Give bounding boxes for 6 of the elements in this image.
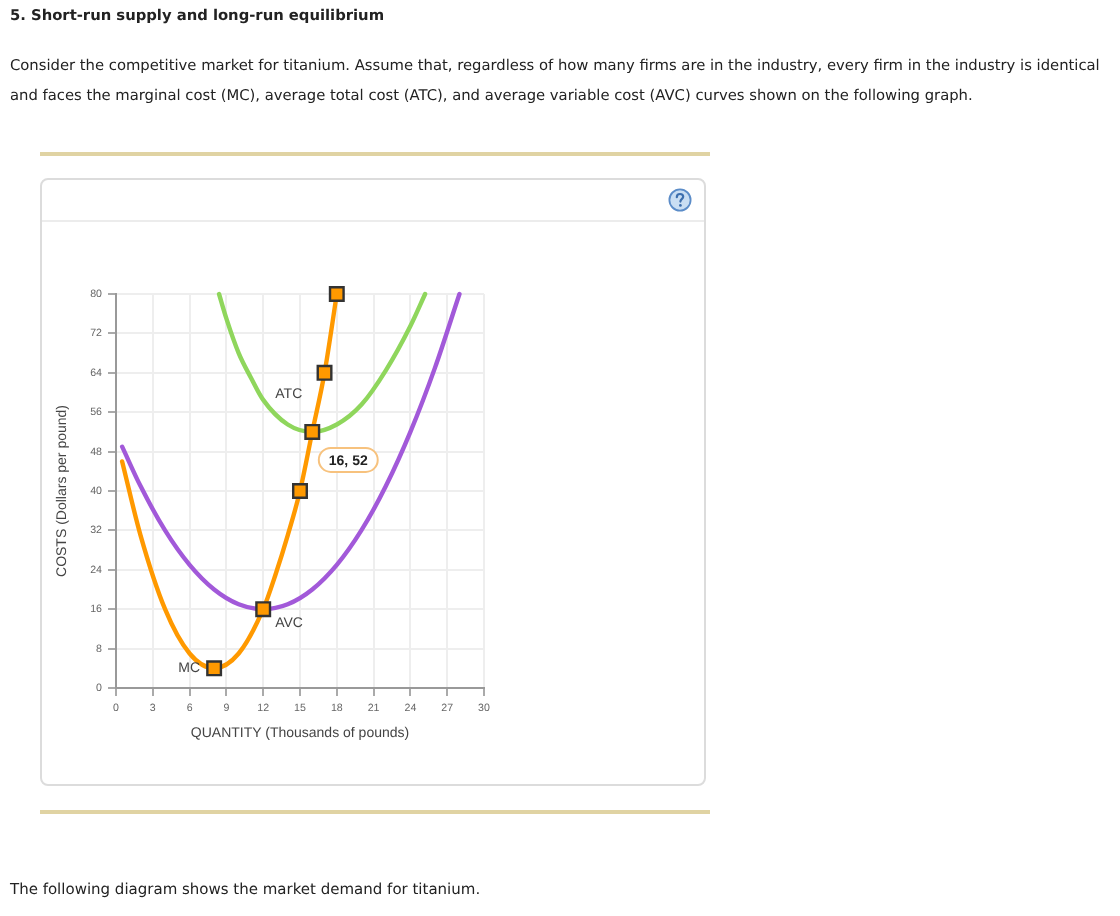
point <box>304 423 321 440</box>
point <box>255 601 272 618</box>
point <box>206 660 223 677</box>
point <box>316 364 333 381</box>
point <box>328 286 345 302</box>
point <box>292 483 308 499</box>
